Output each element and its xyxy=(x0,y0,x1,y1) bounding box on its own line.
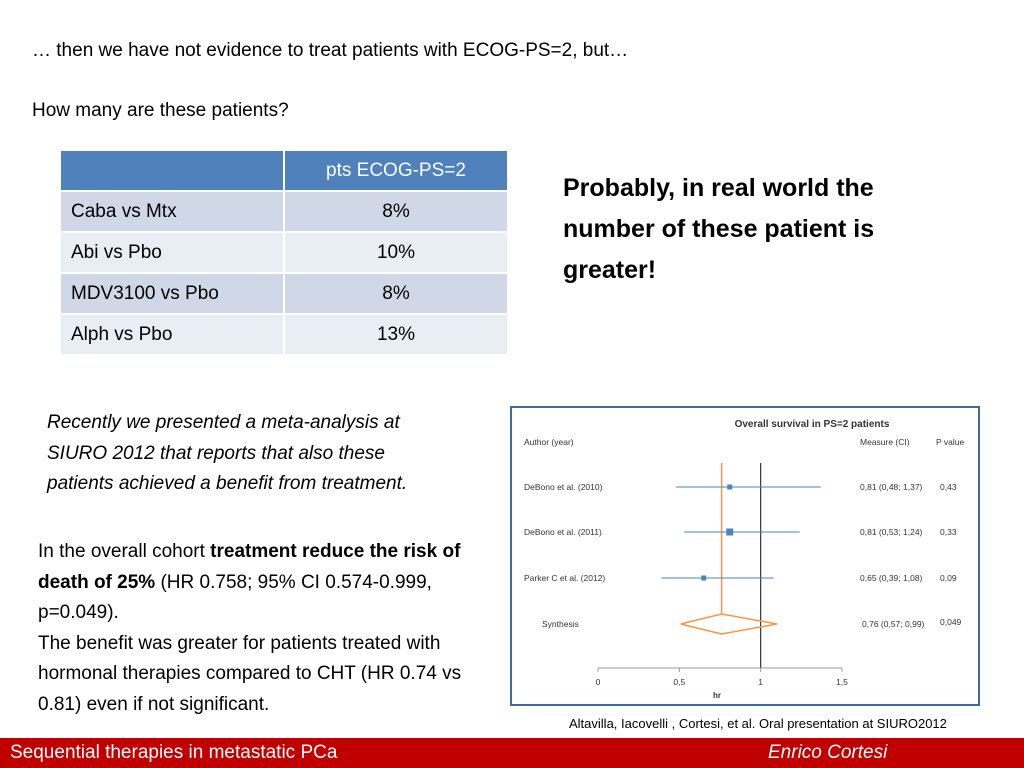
study-point xyxy=(727,484,733,490)
overall-p1-pre: In the overall cohort xyxy=(38,541,211,562)
ecog-table: pts ECOG-PS=2 Caba vs Mtx 8% Abi vs Pbo … xyxy=(61,151,507,354)
table-header-pts: pts ECOG-PS=2 xyxy=(284,151,507,191)
study-ci-text: 0,81 (0,48; 1,37) xyxy=(860,482,923,492)
row-value: 13% xyxy=(283,313,507,354)
row-value: 8% xyxy=(283,190,507,232)
footer-bar: Sequential therapies in metastatic PCa E… xyxy=(0,738,1024,768)
row-name: Abi vs Pbo xyxy=(61,231,284,273)
x-tick-label: 0 xyxy=(596,677,601,687)
intro-line: … then we have not evidence to treat pat… xyxy=(32,40,629,61)
question-line: How many are these patients? xyxy=(32,100,289,121)
probably-callout: Probably, in real world the number of th… xyxy=(563,174,875,284)
study-point xyxy=(726,528,734,536)
study-label: Parker C et al. (2012) xyxy=(524,573,605,583)
row-name: MDV3100 vs Pbo xyxy=(61,272,284,314)
synthesis-ci-text: 0,76 (0,57; 0,99) xyxy=(862,619,925,629)
study-ci-text: 0,81 (0,53; 1,24) xyxy=(860,527,923,537)
study-pvalue: 0,33 xyxy=(940,527,957,537)
forest-col-measure: Measure (CI) xyxy=(860,437,910,447)
forest-col-pvalue: P value xyxy=(936,437,964,447)
footer-author: Enrico Cortesi xyxy=(768,742,888,763)
synthesis-label: Synthesis xyxy=(542,619,579,629)
synthesis-diamond xyxy=(680,613,778,635)
meta-analysis-note: Recently we presented a meta-analysis at… xyxy=(47,412,408,494)
forest-col-author: Author (year) xyxy=(524,437,574,447)
x-axis-label: hr xyxy=(713,691,721,700)
overall-p1-post: (HR 0.758; 95% CI 0.574-0.999, p=0.049). xyxy=(38,571,432,624)
table-row: Caba vs Mtx 8% xyxy=(61,190,507,232)
row-name: Alph vs Pbo xyxy=(61,313,284,354)
overall-cohort-text: In the overall cohort treatment reduce t… xyxy=(38,537,498,720)
study-label: DeBono et al. (2010) xyxy=(524,482,603,492)
x-tick-label: 1 xyxy=(758,677,763,687)
row-name: Caba vs Mtx xyxy=(61,190,284,232)
table-row: Alph vs Pbo 13% xyxy=(61,313,507,354)
x-tick-label: 1,5 xyxy=(836,677,848,687)
table-header-empty xyxy=(61,151,285,191)
overall-p1-bold: treatment reduce the risk of death of 25… xyxy=(38,541,461,593)
overall-p2: The benefit was greater for patients tre… xyxy=(38,632,462,715)
table-header-row: pts ECOG-PS=2 xyxy=(61,151,507,191)
forest-plot: Overall survival in PS=2 patients Author … xyxy=(510,406,980,706)
study-pvalue: 0,09 xyxy=(940,573,957,583)
footer-title: Sequential therapies in metastatic PCa xyxy=(10,742,338,763)
table-row: Abi vs Pbo 10% xyxy=(61,231,507,273)
row-value: 8% xyxy=(283,272,507,314)
forest-title: Overall survival in PS=2 patients xyxy=(735,419,890,430)
citation: Altavilla, Iacovelli , Cortesi, et al. O… xyxy=(569,716,947,731)
forest-plot-svg: Overall survival in PS=2 patients Author … xyxy=(524,419,964,700)
x-tick-label: 0,5 xyxy=(673,677,685,687)
study-point xyxy=(701,575,707,581)
study-label: DeBono et al. (2011) xyxy=(524,527,602,537)
study-ci-text: 0,65 (0,39; 1,08) xyxy=(860,573,923,583)
study-pvalue: 0,43 xyxy=(940,482,957,492)
table-row: MDV3100 vs Pbo 8% xyxy=(61,272,507,314)
row-value: 10% xyxy=(283,231,507,273)
synthesis-pvalue: 0,049 xyxy=(940,617,962,627)
